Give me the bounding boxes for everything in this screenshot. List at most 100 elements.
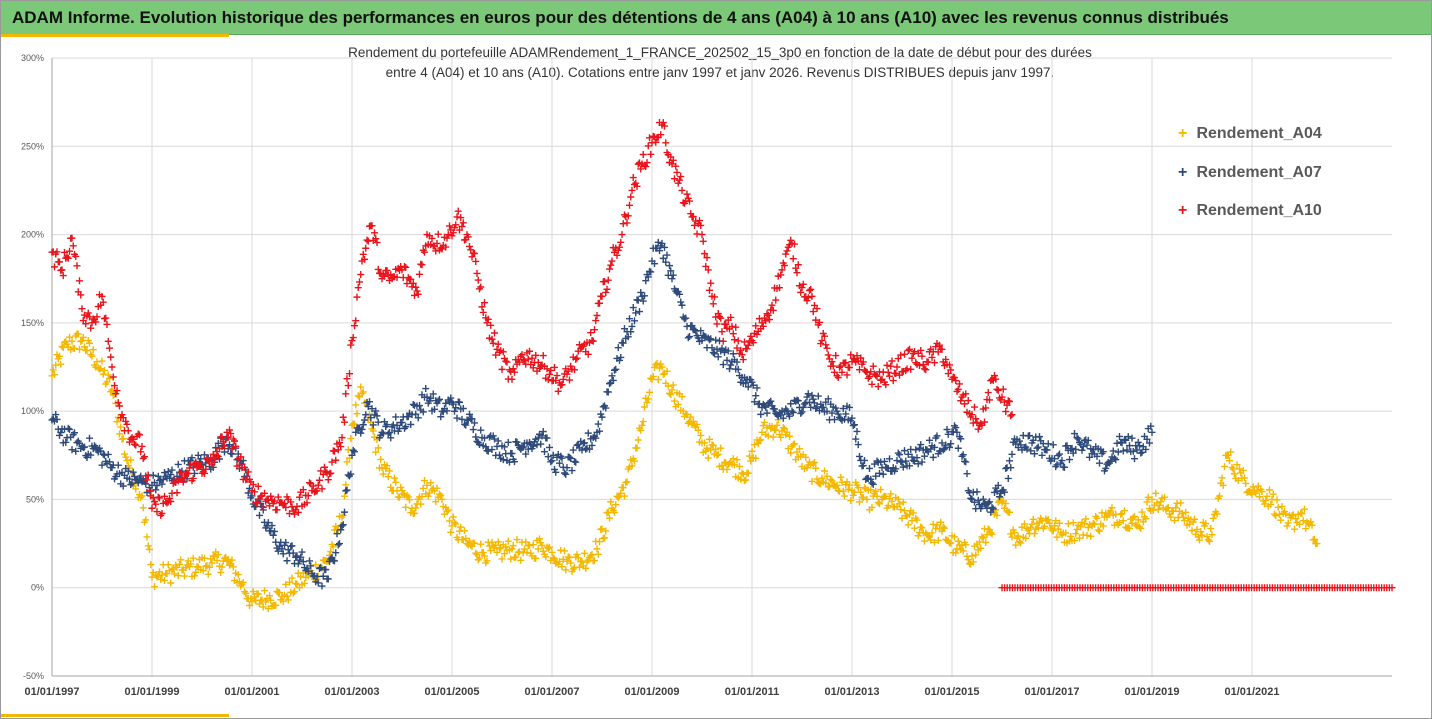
data-point <box>561 547 568 555</box>
data-point <box>106 374 113 382</box>
data-point <box>438 245 446 253</box>
data-point <box>236 461 243 469</box>
data-point <box>642 163 650 171</box>
data-point <box>52 361 60 369</box>
data-point <box>369 427 377 435</box>
data-point <box>764 432 772 440</box>
data-point <box>627 193 635 201</box>
data-point <box>748 447 756 455</box>
data-point <box>386 429 393 437</box>
data-point <box>828 477 836 485</box>
data-point <box>288 542 296 550</box>
data-point <box>194 451 202 459</box>
data-point <box>1074 435 1082 443</box>
data-point <box>539 352 547 360</box>
data-point <box>254 482 262 490</box>
data-point <box>694 426 702 434</box>
data-point <box>177 556 185 564</box>
data-point <box>623 219 631 227</box>
data-point <box>474 276 482 284</box>
data-point <box>872 472 880 480</box>
data-point <box>957 435 965 443</box>
data-point <box>946 361 953 369</box>
data-point <box>188 454 196 462</box>
data-point <box>213 556 221 564</box>
data-point <box>77 291 85 299</box>
data-point <box>429 390 437 398</box>
data-point <box>624 212 632 220</box>
data-point <box>584 429 592 437</box>
data-point <box>598 525 606 533</box>
data-point <box>347 470 355 478</box>
data-point <box>142 480 150 488</box>
data-point <box>303 564 311 572</box>
data-point <box>733 344 741 352</box>
data-point <box>974 496 982 504</box>
data-point <box>473 551 481 559</box>
data-point <box>553 372 561 380</box>
data-point <box>668 275 676 283</box>
data-point <box>544 544 552 552</box>
data-point <box>628 322 636 330</box>
data-point <box>419 484 427 492</box>
data-point <box>722 320 730 328</box>
data-point <box>522 538 530 546</box>
data-point <box>92 443 100 451</box>
data-point <box>622 479 630 487</box>
data-point <box>882 381 890 389</box>
data-point <box>1242 479 1250 487</box>
data-point <box>262 598 270 606</box>
data-point <box>82 320 90 328</box>
data-point <box>457 523 465 531</box>
data-point <box>1086 453 1093 461</box>
data-point <box>358 425 366 433</box>
data-point <box>829 362 837 370</box>
data-point <box>682 410 690 418</box>
data-point <box>787 400 795 408</box>
data-point <box>359 388 367 396</box>
data-point <box>1297 509 1305 517</box>
data-point <box>451 407 458 415</box>
y-tick-label: 0% <box>31 583 44 593</box>
data-point <box>888 357 896 365</box>
data-point <box>1181 517 1188 525</box>
data-point <box>494 437 502 445</box>
report-title: ADAM Informe. Evolution historique des p… <box>12 8 1229 27</box>
data-point <box>479 308 487 316</box>
data-point <box>574 554 582 562</box>
data-point <box>587 552 595 560</box>
data-point <box>868 503 876 511</box>
data-point <box>644 273 652 281</box>
data-point <box>999 385 1007 393</box>
data-point <box>929 520 937 528</box>
data-point <box>477 283 485 291</box>
data-point <box>939 446 947 454</box>
data-point <box>769 306 777 314</box>
data-point <box>839 487 847 495</box>
data-point <box>644 142 652 150</box>
data-point <box>158 571 166 579</box>
data-point <box>443 508 451 516</box>
data-point <box>253 500 261 508</box>
data-point <box>1231 470 1238 478</box>
data-point <box>688 322 696 330</box>
data-point <box>868 380 876 388</box>
data-point <box>657 360 665 368</box>
data-point <box>1167 513 1175 521</box>
data-point <box>398 418 406 426</box>
data-point <box>1128 434 1136 442</box>
data-point <box>949 428 957 436</box>
data-point <box>97 365 105 373</box>
data-point <box>453 414 461 422</box>
data-point <box>951 533 958 541</box>
data-point <box>484 447 492 455</box>
data-point <box>1071 430 1078 438</box>
data-point <box>821 467 828 475</box>
data-point <box>901 447 908 455</box>
data-point <box>789 441 797 449</box>
data-point <box>1049 527 1057 535</box>
data-point <box>134 479 142 487</box>
data-point <box>228 556 236 564</box>
data-point <box>141 453 148 461</box>
data-point <box>918 524 926 532</box>
